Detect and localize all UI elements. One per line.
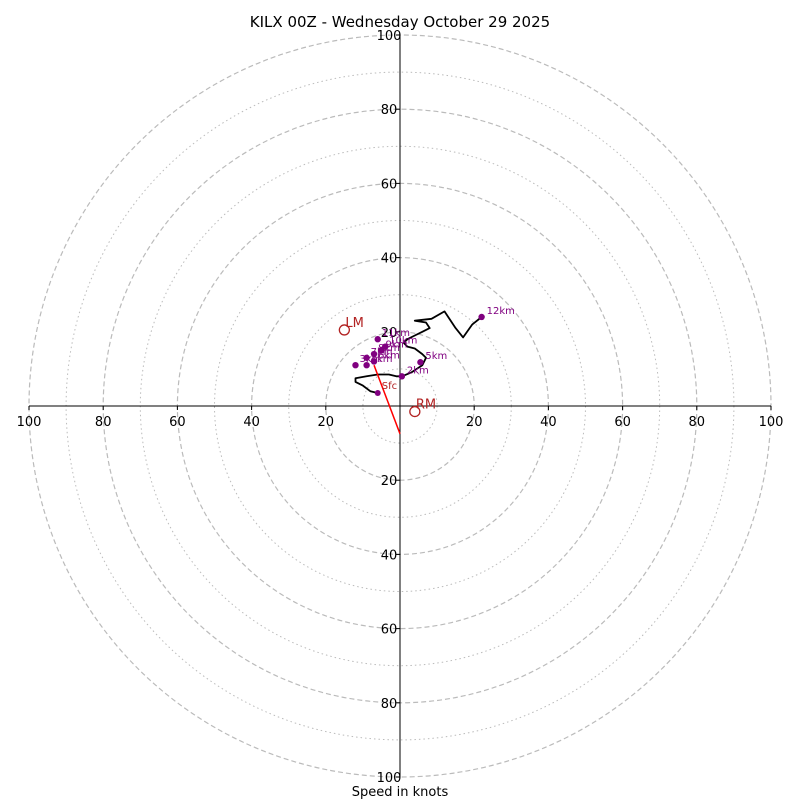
x-tick-label: 20: [466, 415, 483, 430]
height-marker-label: 8km: [378, 343, 400, 354]
x-tick-label: 40: [243, 415, 260, 430]
height-marker-dot: [352, 361, 359, 369]
height-marker-dot: [363, 361, 370, 369]
height-marker-dot: [363, 354, 370, 361]
y-tick-label: 40: [381, 252, 398, 267]
x-tick-label: 60: [169, 415, 186, 430]
storm-motion-label: LM: [345, 316, 363, 331]
height-marker-dot: [478, 313, 485, 321]
height-marker-label: 11km: [382, 328, 410, 339]
height-marker-dot: [374, 336, 381, 343]
tick-labels: 100 80 60 40 20 20 40 60 80 100 100 80 60 40 20 20 40 60 8…: [17, 29, 784, 786]
height-marker-dot: [417, 359, 424, 366]
hodograph-markers: 3km4km6km7km8km9km10km11km2km5km12kmSfcL…: [338, 306, 515, 418]
storm-motion-label: RM: [416, 398, 436, 413]
y-tick-label: 60: [381, 623, 398, 638]
height-marker-label: 4km: [371, 354, 393, 365]
surface-marker-label: Sfc: [382, 381, 397, 392]
y-tick-label: 100: [377, 771, 402, 786]
y-tick-label: 80: [381, 697, 398, 712]
y-tick-label: 80: [381, 103, 398, 118]
height-marker-dot: [370, 350, 378, 358]
y-tick-label: 60: [381, 177, 398, 192]
height-marker-label: 5km: [425, 351, 447, 362]
height-marker-label: 3km: [359, 354, 381, 365]
x-tick-label: 60: [614, 415, 631, 430]
height-marker-label: 6km: [378, 350, 400, 361]
hodograph-line: [354, 310, 483, 394]
shear-vector: [373, 364, 401, 435]
x-axis-label: Speed in knots: [352, 785, 449, 800]
surface-marker-dot: [374, 390, 381, 397]
hodograph-trace: [354, 310, 483, 435]
y-tick-label: 20: [381, 326, 398, 341]
y-tick-label: 100: [377, 29, 402, 44]
height-marker-label: 9km: [385, 339, 407, 350]
x-tick-label: 100: [759, 415, 784, 430]
chart-axes: [29, 35, 771, 777]
storm-motion-marker: [338, 324, 351, 336]
y-tick-label: 40: [381, 548, 398, 563]
height-marker-dot: [381, 343, 389, 350]
height-marker-dot: [370, 358, 378, 365]
height-marker-label: 10km: [389, 336, 417, 347]
height-marker-dot: [398, 373, 406, 380]
height-marker-label: 12km: [487, 306, 515, 317]
x-tick-label: 20: [318, 415, 335, 430]
storm-motion-marker: [409, 405, 421, 418]
chart-title: KILX 00Z - Wednesday October 29 2025: [250, 13, 550, 31]
y-tick-label: 20: [381, 474, 398, 489]
x-tick-label: 80: [689, 415, 706, 430]
x-tick-label: 80: [95, 415, 112, 430]
height-marker-label: 2km: [407, 365, 429, 376]
x-tick-label: 40: [540, 415, 557, 430]
x-tick-label: 100: [17, 415, 42, 430]
